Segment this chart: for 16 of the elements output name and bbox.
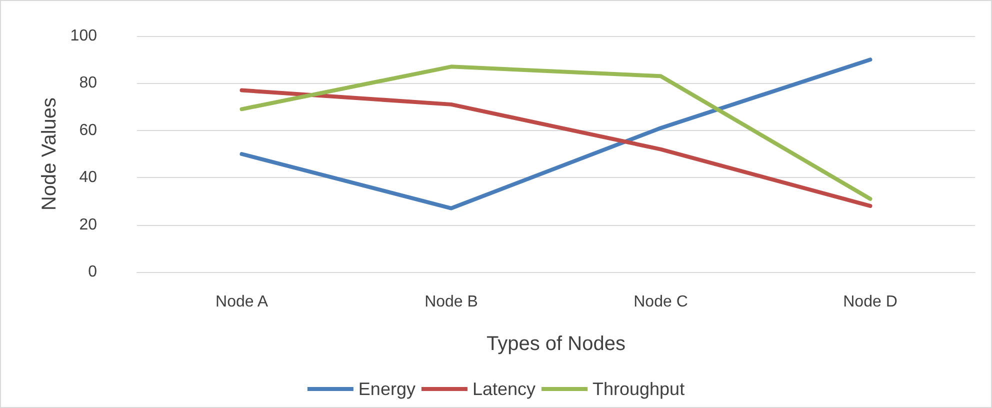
y-axis-title: Node Values — [38, 97, 60, 211]
x-axis-title: Types of Nodes — [486, 333, 626, 355]
x-tick-label: Node C — [634, 294, 688, 310]
y-tick-label: 100 — [70, 28, 98, 44]
y-tick-label: 0 — [88, 264, 98, 280]
legend-label: Latency — [472, 379, 536, 399]
x-tick-label: Node A — [216, 294, 268, 310]
y-tick-label: 20 — [79, 216, 98, 234]
line-series — [240, 88, 872, 208]
legend-label: Throughput — [592, 379, 685, 399]
legend-label: Energy — [358, 379, 416, 399]
y-tick-label: 60 — [79, 122, 98, 139]
x-tick-label: Node B — [424, 294, 478, 310]
x-tick-label: Node D — [843, 294, 898, 310]
y-tick-label: 40 — [79, 169, 98, 186]
y-tick-label: 80 — [79, 74, 98, 92]
